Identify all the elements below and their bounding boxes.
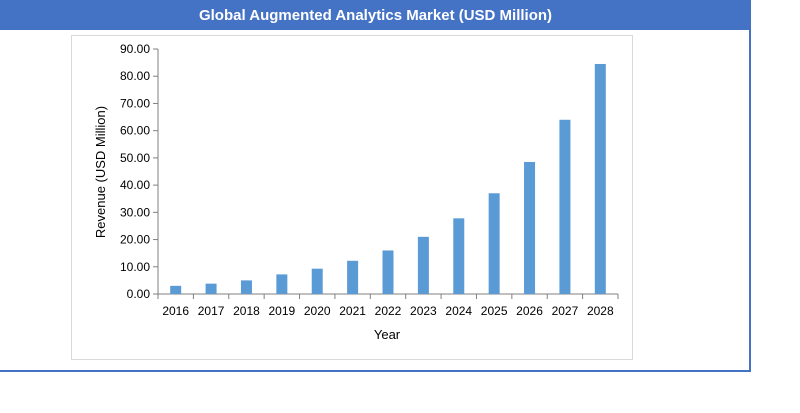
bars	[170, 63, 606, 295]
bar-2022	[382, 250, 394, 294]
bar-2026	[524, 161, 536, 294]
x-tick-label: 2021	[339, 304, 366, 318]
bar-2017	[205, 283, 217, 294]
y-tick-label: 20.00	[120, 233, 150, 247]
x-tick-label: 2022	[375, 304, 402, 318]
y-axis: 0.00 10.00 20.00 30.00 40.00 50.00 60.00 70.00 8…	[120, 42, 159, 301]
y-tick-label: 10.00	[120, 260, 150, 274]
y-tick-label: 60.00	[120, 124, 150, 138]
x-tick-label: 2024	[445, 304, 472, 318]
bar-2024	[453, 218, 465, 294]
x-axis-title: Year	[374, 327, 401, 342]
bar-2028	[594, 63, 606, 294]
bar-2019	[276, 274, 288, 294]
y-tick-label: 0.00	[127, 287, 151, 301]
bar-2021	[347, 260, 359, 294]
y-axis-title: Revenue (USD Million)	[93, 106, 108, 238]
x-tick-label: 2017	[198, 304, 225, 318]
y-tick-label: 90.00	[120, 42, 150, 56]
chart-title: Global Augmented Analytics Market (USD M…	[0, 0, 751, 30]
x-axis: 2016 2017 2018 2019 2020 2021 2022 2023 2024 2025…	[157, 293, 619, 318]
x-tick-label: 2028	[587, 304, 614, 318]
bar-2025	[488, 193, 500, 294]
chart-frame	[0, 0, 751, 372]
y-tick-label: 30.00	[120, 205, 150, 219]
y-tick-label: 80.00	[120, 69, 150, 83]
x-tick-label: 2026	[516, 304, 543, 318]
x-tick-label: 2016	[162, 304, 189, 318]
x-tick-label: 2019	[268, 304, 295, 318]
x-tick-label: 2018	[233, 304, 260, 318]
x-tick-label: 2020	[304, 304, 331, 318]
bar-2027	[559, 119, 571, 295]
x-tick-label: 2025	[481, 304, 508, 318]
bar-2018	[240, 280, 252, 294]
bar-2016	[170, 285, 182, 294]
bar-2023	[417, 236, 429, 294]
chart-panel	[71, 35, 633, 360]
x-tick-label: 2023	[410, 304, 437, 318]
x-tick-label: 2027	[552, 304, 579, 318]
bar-2020	[311, 268, 323, 294]
y-tick-label: 50.00	[120, 151, 150, 165]
y-tick-label: 70.00	[120, 96, 150, 110]
y-tick-label: 40.00	[120, 178, 150, 192]
